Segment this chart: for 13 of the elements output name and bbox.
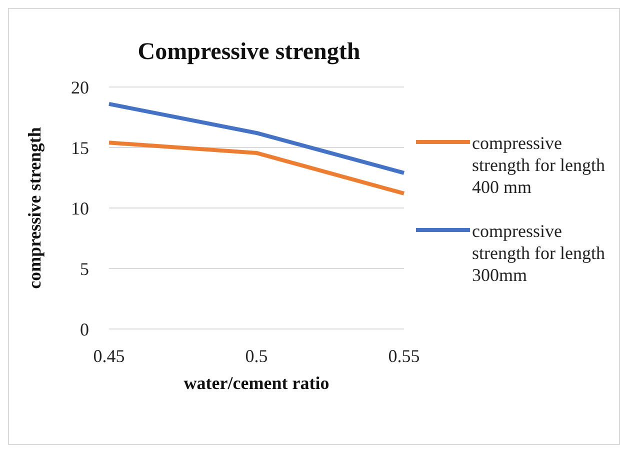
x-tick-label: 0.55 (388, 346, 420, 366)
y-axis-title: compressive strength (24, 127, 44, 289)
y-tick-label: 0 (80, 319, 89, 340)
x-tick-label: 0.45 (93, 346, 125, 366)
y-tick-label: 15 (71, 138, 89, 158)
y-tick-label: 10 (71, 198, 89, 218)
legend-label: compressive strength for length 400 mm (472, 132, 606, 198)
legend-label: compressive strength for length 300mm (472, 220, 606, 286)
x-axis-title: water/cement ratio (184, 373, 330, 393)
y-tick-label: 5 (80, 258, 89, 279)
chart-title: Compressive strength (136, 39, 362, 66)
y-tick-label: 20 (71, 77, 89, 98)
x-tick-label: 0.5 (245, 346, 268, 366)
